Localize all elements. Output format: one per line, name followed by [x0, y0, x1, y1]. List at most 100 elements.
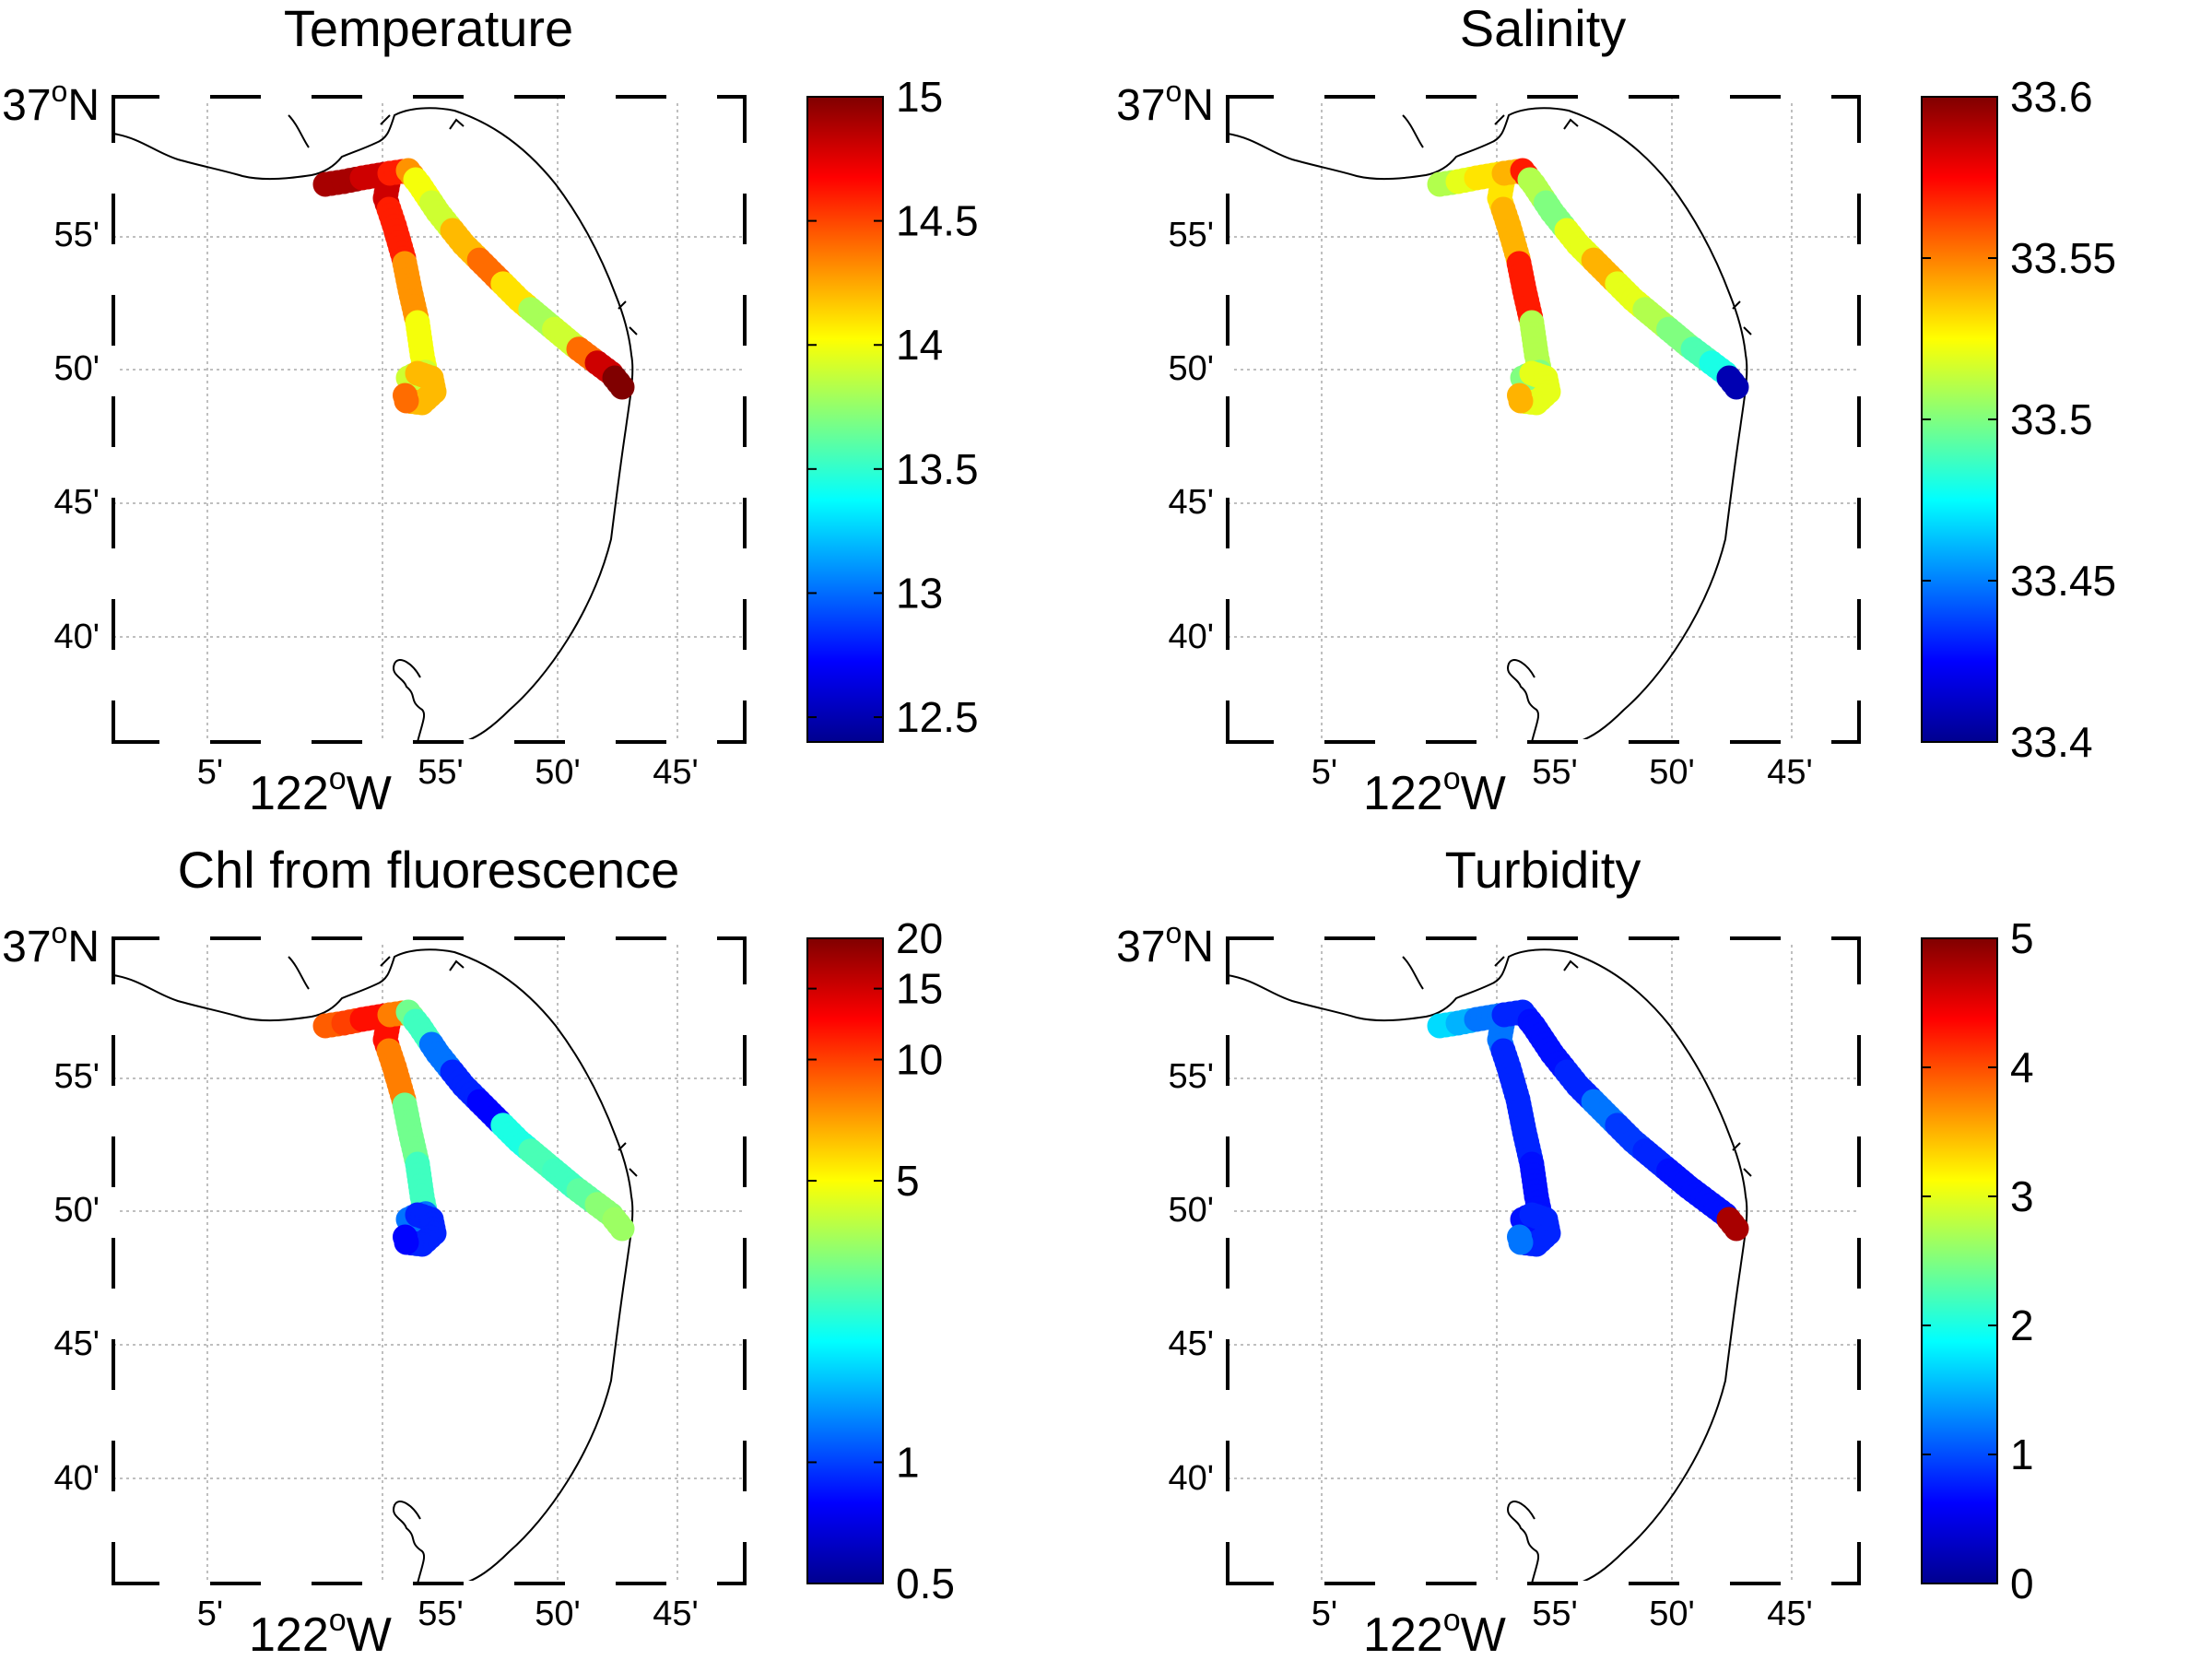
colorbar: [1921, 96, 1998, 743]
frame-tick: [742, 650, 747, 700]
track-point: [609, 374, 635, 400]
coastline: [112, 948, 638, 1584]
frame-tick: [362, 94, 413, 100]
frame-tick: [1856, 1086, 1862, 1136]
frame-tick: [1225, 1289, 1230, 1339]
ship-track: [1427, 158, 1749, 416]
frame-tick: [1274, 936, 1324, 941]
frame-tick: [1856, 244, 1862, 295]
frame-tick: [1578, 1581, 1629, 1586]
lat-tick-label: 45': [53, 1324, 100, 1363]
lon-main-label: 122oW: [1363, 761, 1506, 820]
coastline-path: [1507, 1501, 1540, 1584]
frame-tick: [565, 94, 616, 100]
lat-tick-label: 55': [1168, 216, 1214, 254]
frame-tick: [1856, 1289, 1862, 1339]
coastline-path: [1227, 948, 1748, 1584]
colorbar-tick-label: 1: [2010, 1430, 2034, 1478]
map-frame: [112, 95, 747, 744]
colorbar: [806, 96, 884, 743]
lat-tick-label: 45': [1168, 1324, 1214, 1363]
frame-tick: [1679, 1581, 1730, 1586]
track-point: [609, 1216, 635, 1242]
colorbar: [806, 937, 884, 1584]
colorbar-tick-label: 5: [896, 1157, 920, 1205]
frame-tick: [111, 1086, 116, 1136]
frame-tick: [362, 1581, 413, 1586]
lat-tick-label: 50': [1168, 1191, 1214, 1230]
frame-tick: [666, 1581, 717, 1586]
lat-tick-label: 55': [1168, 1057, 1214, 1096]
frame-tick: [261, 1581, 312, 1586]
track-point: [1724, 1216, 1749, 1242]
frame-tick: [464, 739, 514, 745]
frame-tick: [742, 143, 747, 194]
lon-tick-label: 45': [1767, 1595, 1813, 1633]
lat-tick-label: 55': [53, 216, 100, 254]
frame-tick: [1781, 94, 1831, 100]
frame-tick: [666, 94, 717, 100]
frame-tick: [1856, 1187, 1862, 1238]
lon-tick-label: 50': [535, 1595, 581, 1633]
frame-tick: [464, 94, 514, 100]
frame-tick: [742, 1390, 747, 1441]
lon-tick-label: 50': [1649, 753, 1695, 792]
frame-tick: [464, 1581, 514, 1586]
frame-tick: [261, 936, 312, 941]
colorbar-tick-label: 13: [896, 569, 943, 617]
river-path: [288, 956, 638, 1177]
frame-tick: [1375, 1581, 1426, 1586]
frame-tick: [1856, 548, 1862, 599]
river-path: [1402, 956, 1752, 1177]
lat-tick-label: 50': [1168, 349, 1214, 388]
track-point: [1724, 374, 1749, 400]
river-path: [1402, 114, 1752, 336]
ship-track: [1427, 999, 1749, 1257]
map-frame: [1226, 95, 1861, 744]
frame-tick: [1225, 984, 1230, 1035]
frame-tick: [1856, 1491, 1862, 1542]
frame-tick: [742, 548, 747, 599]
lon-tick-label: 45': [1767, 753, 1813, 792]
colorbar-tick-label: 15: [896, 73, 943, 121]
lon-tick-label: 55': [1532, 1595, 1578, 1633]
colorbar-tick-label: 20: [896, 914, 943, 962]
track-point: [393, 383, 418, 408]
frame-tick: [742, 1491, 747, 1542]
ship-track: [312, 158, 635, 416]
frame-tick: [1375, 94, 1426, 100]
map-frame: [112, 936, 747, 1585]
lat-tick-label: 40': [1168, 618, 1214, 656]
map-frame: [1226, 936, 1861, 1585]
colorbar-tick-label: 5: [2010, 914, 2034, 962]
frame-tick: [1477, 1581, 1527, 1586]
frame-tick: [1477, 739, 1527, 745]
colorbar-tick-label: 13.5: [896, 445, 979, 493]
frame-tick: [1375, 739, 1426, 745]
panel-title: Chl from fluorescence: [178, 841, 680, 899]
colorbar-tick-label: 33.5: [2010, 395, 2093, 443]
coastline-path: [1507, 659, 1540, 743]
frame-tick: [1477, 936, 1527, 941]
frame-tick: [1375, 936, 1426, 941]
frame-tick: [111, 1289, 116, 1339]
lat-tick-label: 50': [53, 1191, 100, 1230]
lat-tick-label: 45': [1168, 483, 1214, 522]
frame-tick: [1225, 447, 1230, 498]
frame-tick: [111, 1187, 116, 1238]
frame-tick: [742, 1086, 747, 1136]
frame-tick: [111, 447, 116, 498]
coastline: [1227, 948, 1752, 1584]
frame-tick: [666, 739, 717, 745]
frame-tick: [1578, 94, 1629, 100]
coastline: [112, 107, 638, 743]
lon-main-label: 122oW: [249, 1603, 392, 1660]
frame-tick: [111, 984, 116, 1035]
lat-main-label: 37oN: [2, 916, 100, 971]
frame-tick: [666, 936, 717, 941]
frame-tick: [1225, 1390, 1230, 1441]
frame-tick: [1679, 936, 1730, 941]
frame-tick: [1856, 447, 1862, 498]
frame-tick: [159, 1581, 210, 1586]
